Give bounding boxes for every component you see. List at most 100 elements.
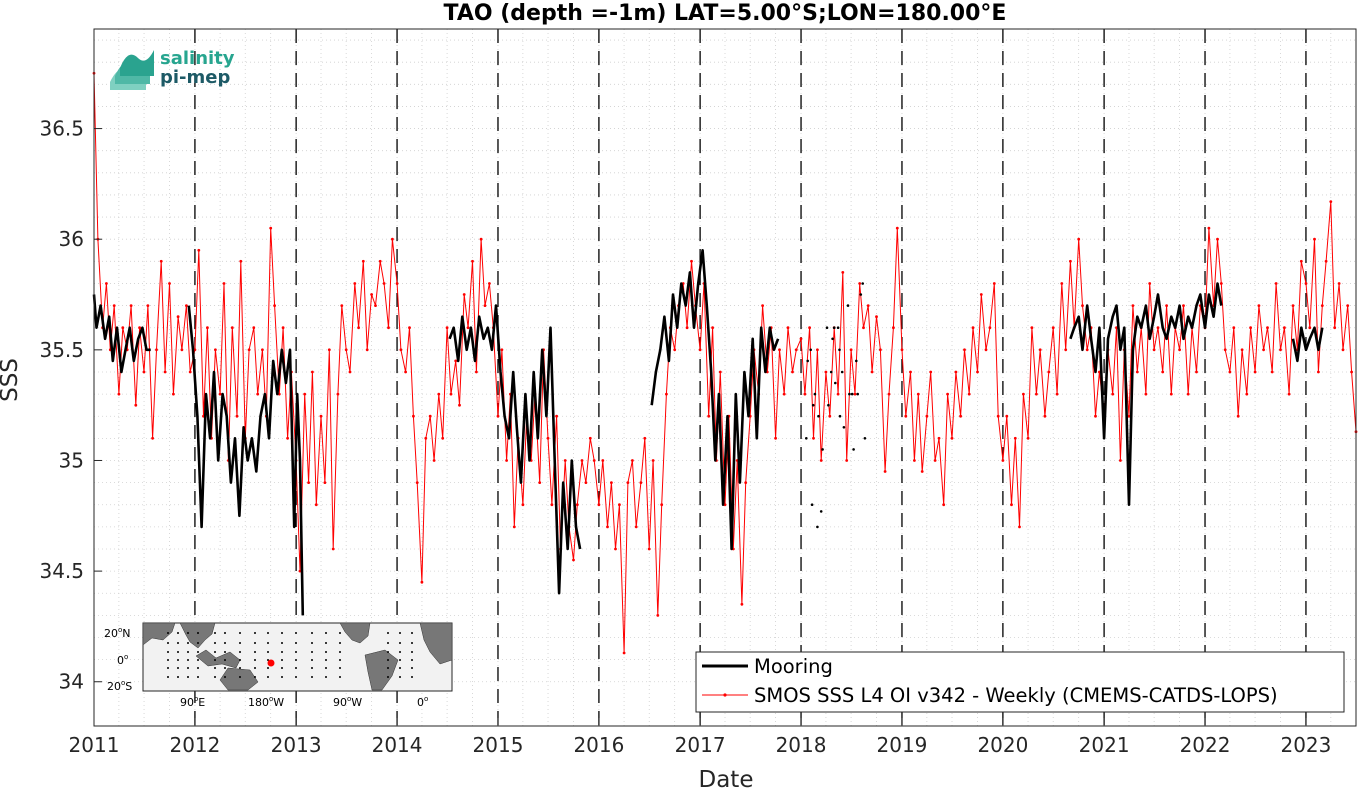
smos-point xyxy=(976,370,979,374)
map-buoy-dot xyxy=(339,651,341,653)
map-buoy-dot xyxy=(197,651,199,653)
smos-point xyxy=(555,414,558,418)
map-buoy-dot xyxy=(239,667,241,669)
mooring-series-line xyxy=(448,304,582,595)
map-buoy-dot xyxy=(254,642,256,644)
smos-point xyxy=(1350,370,1353,374)
smos-point xyxy=(622,651,626,655)
map-buoy-dot xyxy=(325,676,327,678)
map-buoy-dot xyxy=(214,651,216,653)
map-buoy-dot xyxy=(177,632,179,634)
smos-point xyxy=(954,370,958,374)
map-buoy-dot xyxy=(267,676,269,678)
smos-point xyxy=(319,414,323,418)
smos-point xyxy=(222,282,226,285)
smos-point xyxy=(971,326,975,330)
smos-point xyxy=(959,414,962,418)
smos-point xyxy=(1304,282,1308,285)
map-lon-label-0: 0o xyxy=(417,695,428,709)
mooring-point xyxy=(819,510,823,513)
map-buoy-dot xyxy=(387,659,389,661)
map-buoy-dot xyxy=(281,659,283,661)
smos-point xyxy=(357,326,360,330)
map-buoy-dot xyxy=(325,642,327,644)
smos-point xyxy=(1055,392,1059,396)
smos-point xyxy=(1165,304,1168,307)
smos-point xyxy=(521,503,525,507)
smos-point xyxy=(909,370,912,374)
smos-point xyxy=(1313,237,1316,241)
smos-point xyxy=(774,436,777,440)
series-mooring xyxy=(92,249,1324,616)
map-buoy-dot xyxy=(281,651,283,653)
smos-point xyxy=(794,348,798,352)
smos-point xyxy=(370,293,373,296)
map-buoy-dot xyxy=(295,632,297,634)
map-buoy-dot xyxy=(224,642,226,644)
map-buoy-dot xyxy=(254,659,256,661)
map-buoy-dot xyxy=(387,667,389,669)
map-buoy-dot xyxy=(411,659,413,661)
map-buoy-dot xyxy=(167,651,169,653)
smos-point xyxy=(378,259,382,263)
map-buoy-dot xyxy=(239,632,241,634)
map-buoy-dot xyxy=(325,659,327,661)
smos-point xyxy=(950,436,954,440)
smos-point xyxy=(374,304,377,307)
x-tick-label-2011: 2011 xyxy=(69,733,120,757)
smos-point xyxy=(1216,237,1219,241)
map-lon-label-90w: 90oW xyxy=(333,695,362,709)
smos-point xyxy=(1148,282,1152,285)
legend-box xyxy=(695,651,1345,713)
map-buoy-dot xyxy=(197,659,199,661)
y-tick-label-36: 36 xyxy=(59,227,84,251)
map-buoy-dot xyxy=(254,667,256,669)
x-tick-label-2022: 2022 xyxy=(1180,733,1231,757)
mooring-point xyxy=(838,348,841,352)
mooring-point xyxy=(816,525,819,529)
smos-point xyxy=(286,436,289,440)
mooring-point xyxy=(846,304,850,307)
smos-point xyxy=(610,481,613,484)
smos-point xyxy=(1111,392,1115,396)
mooring-point xyxy=(850,392,854,396)
x-axis-title: Date xyxy=(699,767,754,790)
smos-point xyxy=(1047,370,1051,374)
mooring-point xyxy=(852,448,855,451)
mooring-point xyxy=(809,348,812,352)
smos-point xyxy=(247,348,251,352)
map-buoy-dot xyxy=(177,667,179,669)
map-buoy-dot xyxy=(267,667,269,669)
smos-point xyxy=(1257,304,1261,307)
smos-point xyxy=(1182,304,1185,307)
map-buoy-dot xyxy=(197,667,199,669)
mooring-point xyxy=(840,370,844,374)
mooring-point xyxy=(810,503,814,507)
smos-point xyxy=(146,304,150,307)
mooring-point xyxy=(856,392,859,396)
mooring-point xyxy=(855,359,858,363)
mooring-point xyxy=(848,392,851,396)
smos-point xyxy=(269,226,273,230)
smos-point xyxy=(1001,459,1005,462)
smos-point xyxy=(382,282,386,285)
y-tick-label-35.5: 35.5 xyxy=(39,338,84,362)
smos-point xyxy=(500,348,504,352)
smos-point xyxy=(261,348,264,352)
mooring-series-line xyxy=(650,249,780,551)
smos-point xyxy=(331,547,335,551)
x-tick-label-2014: 2014 xyxy=(372,733,423,757)
smos-point xyxy=(307,481,310,484)
y-tick-label-34: 34 xyxy=(59,670,84,694)
smos-point xyxy=(180,348,184,352)
smos-point xyxy=(230,326,234,330)
smos-point xyxy=(1236,414,1240,418)
smos-point xyxy=(803,392,807,396)
map-buoy-dot xyxy=(411,632,413,634)
year-marker-lines xyxy=(194,29,1307,726)
smos-point xyxy=(420,580,424,584)
legend-label-mooring: Mooring xyxy=(754,655,833,678)
smos-point xyxy=(614,547,617,551)
smos-point xyxy=(1333,326,1337,330)
map-buoy-dot xyxy=(187,676,189,678)
